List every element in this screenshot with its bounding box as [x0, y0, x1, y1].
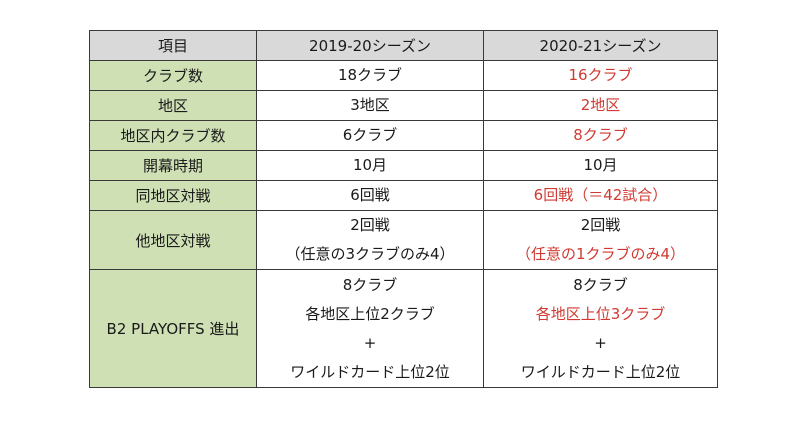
- cell-text: 3地区: [350, 96, 390, 114]
- row-label: 同地区対戦: [89, 180, 257, 211]
- cell-text: 10月: [352, 156, 388, 174]
- cell-2020-21: 2回戦 （任意の1クラブのみ4）: [483, 210, 718, 270]
- header-row: 項目 2019-20シーズン 2020-21シーズン: [89, 30, 718, 61]
- row-label: 地区内クラブ数: [89, 120, 257, 151]
- header-season-2019-20: 2019-20シーズン: [256, 30, 484, 61]
- cell-2019-20: 8クラブ 各地区上位2クラブ + ワイルドカード上位2位: [256, 269, 484, 388]
- table-row-same-district-games: 同地区対戦 6回戦 6回戦（＝42試合）: [89, 180, 718, 211]
- cell-2020-21: 6回戦（＝42試合）: [483, 180, 718, 211]
- cell-text: 各地区上位2クラブ: [305, 304, 435, 323]
- cell-text: ワイルドカード上位2位: [290, 362, 450, 381]
- cell-text: 2回戦: [350, 216, 390, 234]
- row-label: クラブ数: [89, 60, 257, 91]
- row-label: 他地区対戦: [89, 210, 257, 270]
- table-row-district: 地区 3地区 2地区: [89, 90, 718, 121]
- cell-text-changed: 16クラブ: [568, 66, 633, 84]
- cell-2019-20: 6回戦: [256, 180, 484, 211]
- cell-2020-21: 16クラブ: [483, 60, 718, 91]
- table-row-clubs-per-district: 地区内クラブ数 6クラブ 8クラブ: [89, 120, 718, 151]
- table-row-playoffs: B2 PLAYOFFS 進出 8クラブ 各地区上位2クラブ + ワイルドカード上…: [89, 269, 718, 388]
- cell-text: +: [594, 333, 607, 352]
- cell-2019-20: 2回戦 （任意の3クラブのみ4）: [256, 210, 484, 270]
- cell-text: ワイルドカード上位2位: [520, 362, 681, 381]
- cell-2019-20: 10月: [256, 150, 484, 181]
- cell-text-changed: 8クラブ: [573, 126, 628, 144]
- cell-text: 10月: [583, 156, 618, 174]
- row-label: 地区: [89, 90, 257, 121]
- cell-text: 8クラブ: [573, 275, 628, 294]
- header-item: 項目: [89, 30, 257, 61]
- cell-text-changed: 各地区上位3クラブ: [535, 304, 666, 323]
- cell-text-changed: 2地区: [580, 96, 621, 114]
- cell-text-changed: （任意の1クラブのみ4）: [515, 245, 686, 263]
- cell-text: 18クラブ: [337, 66, 403, 84]
- cell-text-changed: 6回戦（＝42試合）: [533, 186, 668, 204]
- table-row-other-district-games: 他地区対戦 2回戦 （任意の3クラブのみ4） 2回戦 （任意の1クラブのみ4）: [89, 210, 718, 270]
- table-row-club-count: クラブ数 18クラブ 16クラブ: [89, 60, 718, 91]
- table-row-opening: 開幕時期 10月 10月: [89, 150, 718, 181]
- row-label: 開幕時期: [89, 150, 257, 181]
- cell-2019-20: 18クラブ: [256, 60, 484, 91]
- cell-2019-20: 3地区: [256, 90, 484, 121]
- cell-text: （任意の3クラブのみ4）: [285, 245, 455, 263]
- cell-2020-21: 10月: [483, 150, 718, 181]
- row-label: B2 PLAYOFFS 進出: [89, 269, 257, 388]
- season-comparison-table: 項目 2019-20シーズン 2020-21シーズン クラブ数 18クラブ 16…: [89, 30, 718, 388]
- header-season-2020-21: 2020-21シーズン: [483, 30, 718, 61]
- cell-2019-20: 6クラブ: [256, 120, 484, 151]
- cell-text: 2回戦: [580, 216, 621, 234]
- cell-text: 6回戦: [350, 186, 390, 204]
- cell-2020-21: 8クラブ: [483, 120, 718, 151]
- cell-2020-21: 2地区: [483, 90, 718, 121]
- cell-text: +: [363, 333, 377, 352]
- cell-text: 8クラブ: [342, 275, 398, 294]
- cell-2020-21: 8クラブ 各地区上位3クラブ + ワイルドカード上位2位: [483, 269, 718, 388]
- cell-text: 6クラブ: [342, 126, 398, 144]
